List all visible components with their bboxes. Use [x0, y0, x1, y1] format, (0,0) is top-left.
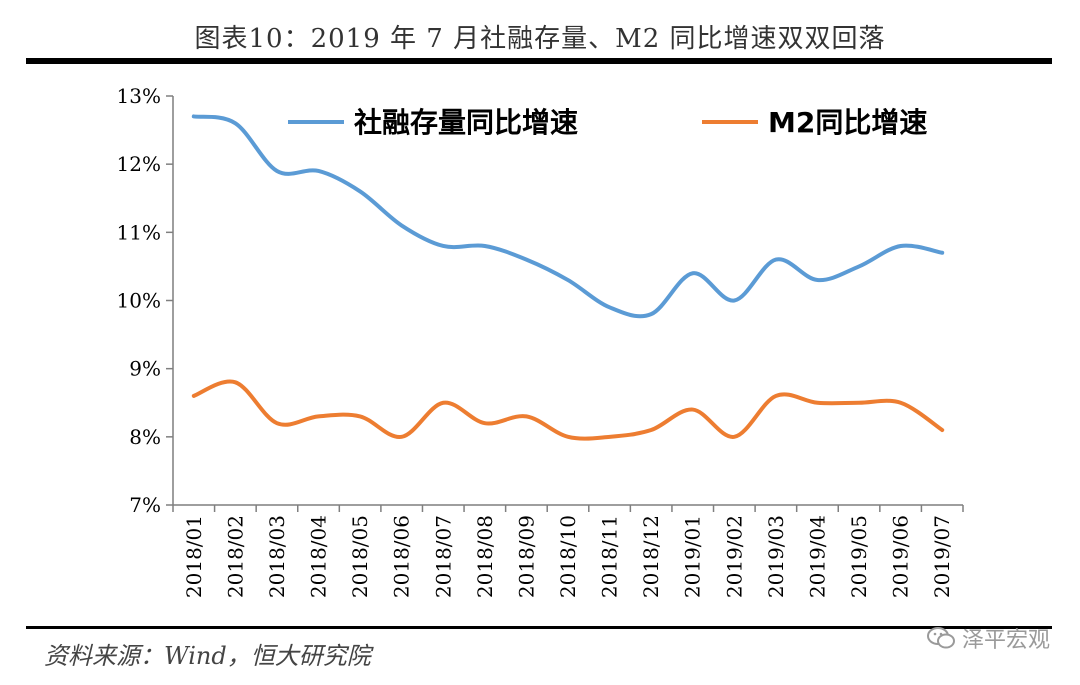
x-tick-label: 2018/08 — [473, 515, 497, 598]
y-tick-label: 11% — [117, 220, 161, 244]
y-tick-label: 7% — [129, 493, 161, 517]
series-line-1 — [191, 114, 945, 319]
x-tick-label: 2018/12 — [639, 515, 663, 598]
chart-title: 图表10：2019 年 7 月社融存量、M2 同比增速双双回落 — [194, 24, 886, 54]
series-lines — [191, 114, 945, 441]
source-note: 资料来源：Wind，恒大研究院 — [44, 642, 371, 670]
x-tick-label: 2018/05 — [348, 515, 372, 598]
legend: 社融存量同比增速 M2同比增速 — [288, 106, 927, 139]
x-tick-label: 2018/04 — [307, 515, 331, 598]
x-tick-label: 2019/05 — [847, 515, 871, 598]
x-tick-label: 2018/11 — [598, 515, 622, 598]
x-tick-label: 2018/03 — [265, 515, 289, 598]
y-axis-ticks: 7% 8% 9% 10% 11% 12% 13% — [117, 84, 173, 517]
bottom-rule — [26, 626, 1052, 629]
y-tick-label: 8% — [129, 425, 161, 449]
x-tick-label: 2019/03 — [764, 515, 788, 598]
watermark-text: 泽平宏观 — [961, 628, 1050, 653]
chart-axes — [172, 96, 963, 506]
legend-label-2: M2同比增速 — [768, 106, 927, 139]
x-tick-label: 2019/06 — [889, 515, 913, 598]
x-axis-ticks: 2018/01 2018/02 2018/03 2018/04 2018/05 2018/… — [172, 505, 964, 598]
x-tick-label: 2018/01 — [182, 515, 206, 598]
x-tick-label: 2018/06 — [390, 515, 414, 598]
line-chart: 7% 8% 9% 10% 11% 12% 13% 2018/01 2018/02 2018/03… — [117, 84, 964, 598]
x-tick-label: 2018/10 — [556, 515, 580, 598]
y-tick-label: 10% — [117, 289, 161, 313]
wechat-icon — [926, 627, 955, 649]
x-tick-label: 2019/01 — [681, 515, 705, 598]
x-tick-label: 2018/07 — [431, 515, 455, 598]
x-tick-label: 2018/02 — [223, 515, 247, 598]
series-line-2 — [191, 379, 945, 441]
y-tick-label: 9% — [129, 357, 161, 381]
legend-label-1: 社融存量同比增速 — [354, 106, 578, 139]
x-tick-label: 2019/04 — [805, 515, 829, 598]
watermark: 泽平宏观 — [926, 622, 1050, 654]
y-tick-label: 13% — [117, 84, 161, 108]
x-tick-label: 2018/09 — [514, 515, 538, 598]
x-tick-label: 2019/07 — [930, 515, 954, 598]
y-tick-label: 12% — [117, 152, 161, 176]
x-tick-label: 2019/02 — [722, 515, 746, 598]
top-rule — [26, 58, 1052, 64]
